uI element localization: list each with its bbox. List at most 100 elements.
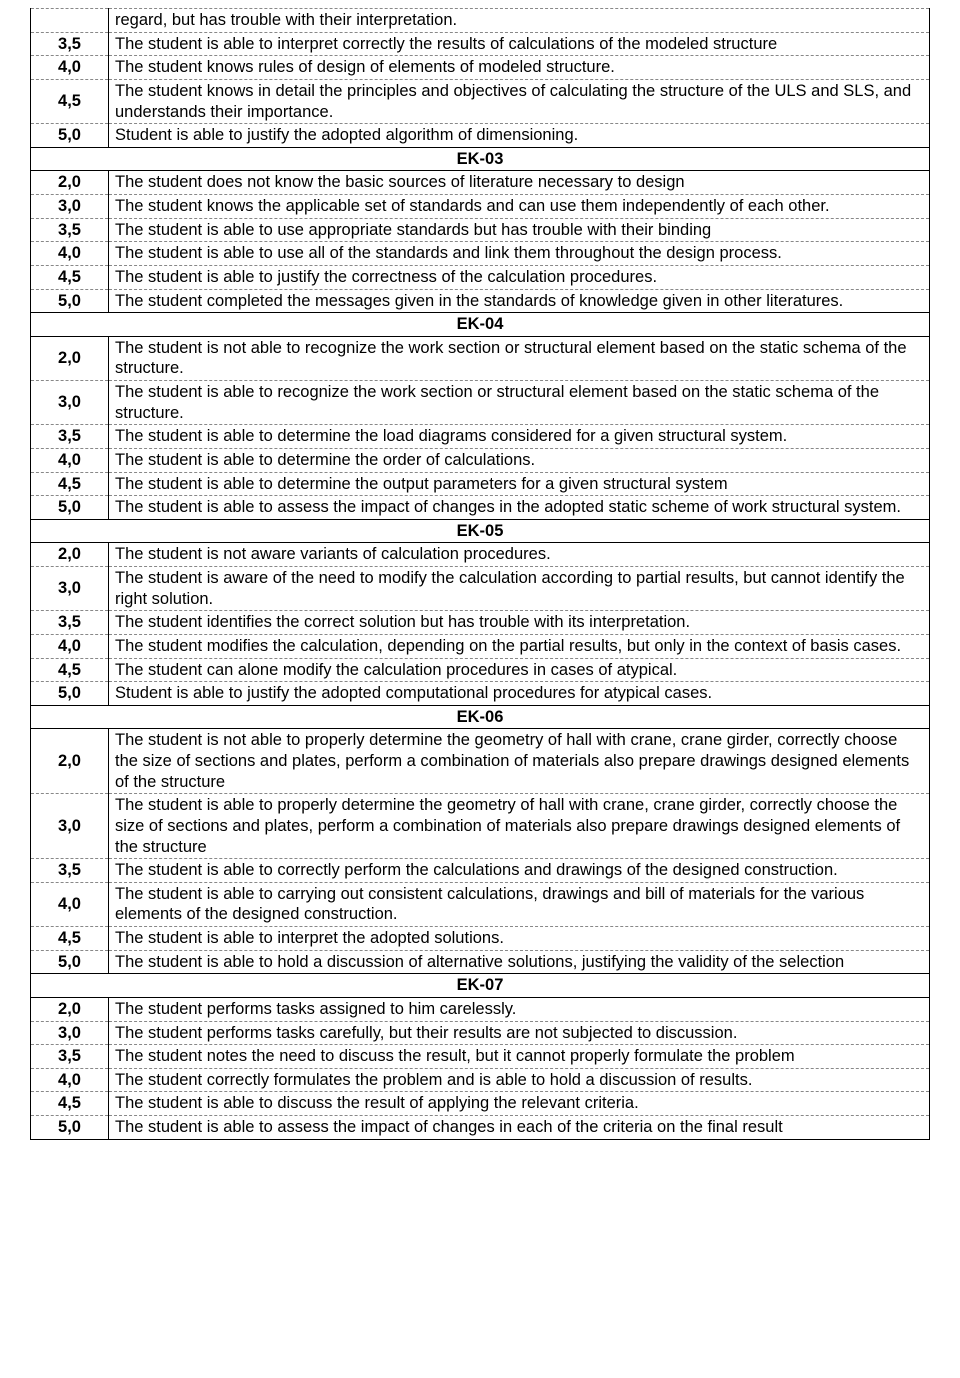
table-row: 3,5The student identifies the correct so… <box>31 611 930 635</box>
grade-cell: 4,0 <box>31 882 109 926</box>
section-header-row: EK-04 <box>31 313 930 337</box>
table-row: 2,0The student is not aware variants of … <box>31 543 930 567</box>
table-row: 4,0The student knows rules of design of … <box>31 56 930 80</box>
description-cell: The student is able to determine the ord… <box>109 448 930 472</box>
table-row: 3,0The student performs tasks carefully,… <box>31 1021 930 1045</box>
grade-cell: 3,5 <box>31 611 109 635</box>
grade-cell: 3,0 <box>31 195 109 219</box>
table-row: 2,0The student is not able to recognize … <box>31 336 930 380</box>
section-header: EK-05 <box>31 519 930 543</box>
table-row: 4,5The student is able to discuss the re… <box>31 1092 930 1116</box>
description-cell: The student correctly formulates the pro… <box>109 1068 930 1092</box>
description-cell: regard, but has trouble with their inter… <box>109 9 930 33</box>
section-header: EK-03 <box>31 147 930 171</box>
grade-cell: 3,0 <box>31 794 109 859</box>
table-row: 3,5The student is able to correctly perf… <box>31 859 930 883</box>
grade-cell: 2,0 <box>31 171 109 195</box>
table-row: 3,0The student is able to recognize the … <box>31 381 930 425</box>
table-row: 3,0The student knows the applicable set … <box>31 195 930 219</box>
description-cell: The student is not able to properly dete… <box>109 729 930 794</box>
section-header-row: EK-06 <box>31 705 930 729</box>
grading-table: regard, but has trouble with their inter… <box>30 8 930 1140</box>
grade-cell: 3,5 <box>31 425 109 449</box>
table-row: 2,0The student does not know the basic s… <box>31 171 930 195</box>
grading-table-body: regard, but has trouble with their inter… <box>31 9 930 1140</box>
grade-cell <box>31 9 109 33</box>
grade-cell: 4,5 <box>31 927 109 951</box>
grade-cell: 3,5 <box>31 32 109 56</box>
section-header: EK-07 <box>31 974 930 998</box>
grade-cell: 3,5 <box>31 1045 109 1069</box>
description-cell: The student is able to discuss the resul… <box>109 1092 930 1116</box>
table-row: 4,0The student is able to use all of the… <box>31 242 930 266</box>
grade-cell: 3,0 <box>31 567 109 611</box>
description-cell: The student modifies the calculation, de… <box>109 634 930 658</box>
grade-cell: 2,0 <box>31 336 109 380</box>
grade-cell: 2,0 <box>31 729 109 794</box>
table-row: 3,5The student is able to interpret corr… <box>31 32 930 56</box>
description-cell: Student is able to justify the adopted c… <box>109 682 930 706</box>
description-cell: The student performs tasks assigned to h… <box>109 997 930 1021</box>
description-cell: Student is able to justify the adopted a… <box>109 124 930 148</box>
grade-cell: 5,0 <box>31 289 109 313</box>
section-header-row: EK-03 <box>31 147 930 171</box>
grade-cell: 3,0 <box>31 381 109 425</box>
grade-cell: 5,0 <box>31 950 109 974</box>
table-row: 5,0The student is able to hold a discuss… <box>31 950 930 974</box>
description-cell: The student completed the messages given… <box>109 289 930 313</box>
grade-cell: 2,0 <box>31 997 109 1021</box>
table-row: 3,5The student notes the need to discuss… <box>31 1045 930 1069</box>
description-cell: The student is able to properly determin… <box>109 794 930 859</box>
table-row: 4,0The student is able to carrying out c… <box>31 882 930 926</box>
section-header-row: EK-07 <box>31 974 930 998</box>
table-row: regard, but has trouble with their inter… <box>31 9 930 33</box>
table-row: 2,0The student is not able to properly d… <box>31 729 930 794</box>
description-cell: The student is able to interpret the ado… <box>109 927 930 951</box>
page: regard, but has trouble with their inter… <box>0 0 960 1148</box>
table-row: 4,5The student knows in detail the princ… <box>31 79 930 123</box>
table-row: 5,0The student completed the messages gi… <box>31 289 930 313</box>
description-cell: The student can alone modify the calcula… <box>109 658 930 682</box>
grade-cell: 3,0 <box>31 1021 109 1045</box>
grade-cell: 5,0 <box>31 1116 109 1140</box>
table-row: 2,0The student performs tasks assigned t… <box>31 997 930 1021</box>
grade-cell: 4,0 <box>31 1068 109 1092</box>
description-cell: The student is able to determine the out… <box>109 472 930 496</box>
grade-cell: 4,5 <box>31 658 109 682</box>
table-row: 4,5The student is able to interpret the … <box>31 927 930 951</box>
description-cell: The student knows in detail the principl… <box>109 79 930 123</box>
description-cell: The student notes the need to discuss th… <box>109 1045 930 1069</box>
description-cell: The student is able to assess the impact… <box>109 496 930 520</box>
table-row: 4,5The student is able to justify the co… <box>31 265 930 289</box>
grade-cell: 4,0 <box>31 448 109 472</box>
description-cell: The student is able to interpret correct… <box>109 32 930 56</box>
grade-cell: 4,0 <box>31 56 109 80</box>
grade-cell: 4,5 <box>31 472 109 496</box>
description-cell: The student is able to justify the corre… <box>109 265 930 289</box>
grade-cell: 4,5 <box>31 1092 109 1116</box>
description-cell: The student performs tasks carefully, bu… <box>109 1021 930 1045</box>
table-row: 4,5The student is able to determine the … <box>31 472 930 496</box>
description-cell: The student is not aware variants of cal… <box>109 543 930 567</box>
section-header: EK-04 <box>31 313 930 337</box>
description-cell: The student identifies the correct solut… <box>109 611 930 635</box>
table-row: 4,0The student is able to determine the … <box>31 448 930 472</box>
description-cell: The student is able to correctly perform… <box>109 859 930 883</box>
table-row: 3,0The student is aware of the need to m… <box>31 567 930 611</box>
table-row: 3,5The student is able to determine the … <box>31 425 930 449</box>
grade-cell: 3,5 <box>31 218 109 242</box>
table-row: 4,5The student can alone modify the calc… <box>31 658 930 682</box>
grade-cell: 5,0 <box>31 682 109 706</box>
description-cell: The student knows rules of design of ele… <box>109 56 930 80</box>
table-row: 3,5The student is able to use appropriat… <box>31 218 930 242</box>
table-row: 4,0The student correctly formulates the … <box>31 1068 930 1092</box>
description-cell: The student is able to carrying out cons… <box>109 882 930 926</box>
section-header-row: EK-05 <box>31 519 930 543</box>
grade-cell: 5,0 <box>31 496 109 520</box>
description-cell: The student is able to recognize the wor… <box>109 381 930 425</box>
grade-cell: 4,5 <box>31 79 109 123</box>
table-row: 5,0The student is able to assess the imp… <box>31 496 930 520</box>
description-cell: The student does not know the basic sour… <box>109 171 930 195</box>
table-row: 5,0Student is able to justify the adopte… <box>31 682 930 706</box>
section-header: EK-06 <box>31 705 930 729</box>
